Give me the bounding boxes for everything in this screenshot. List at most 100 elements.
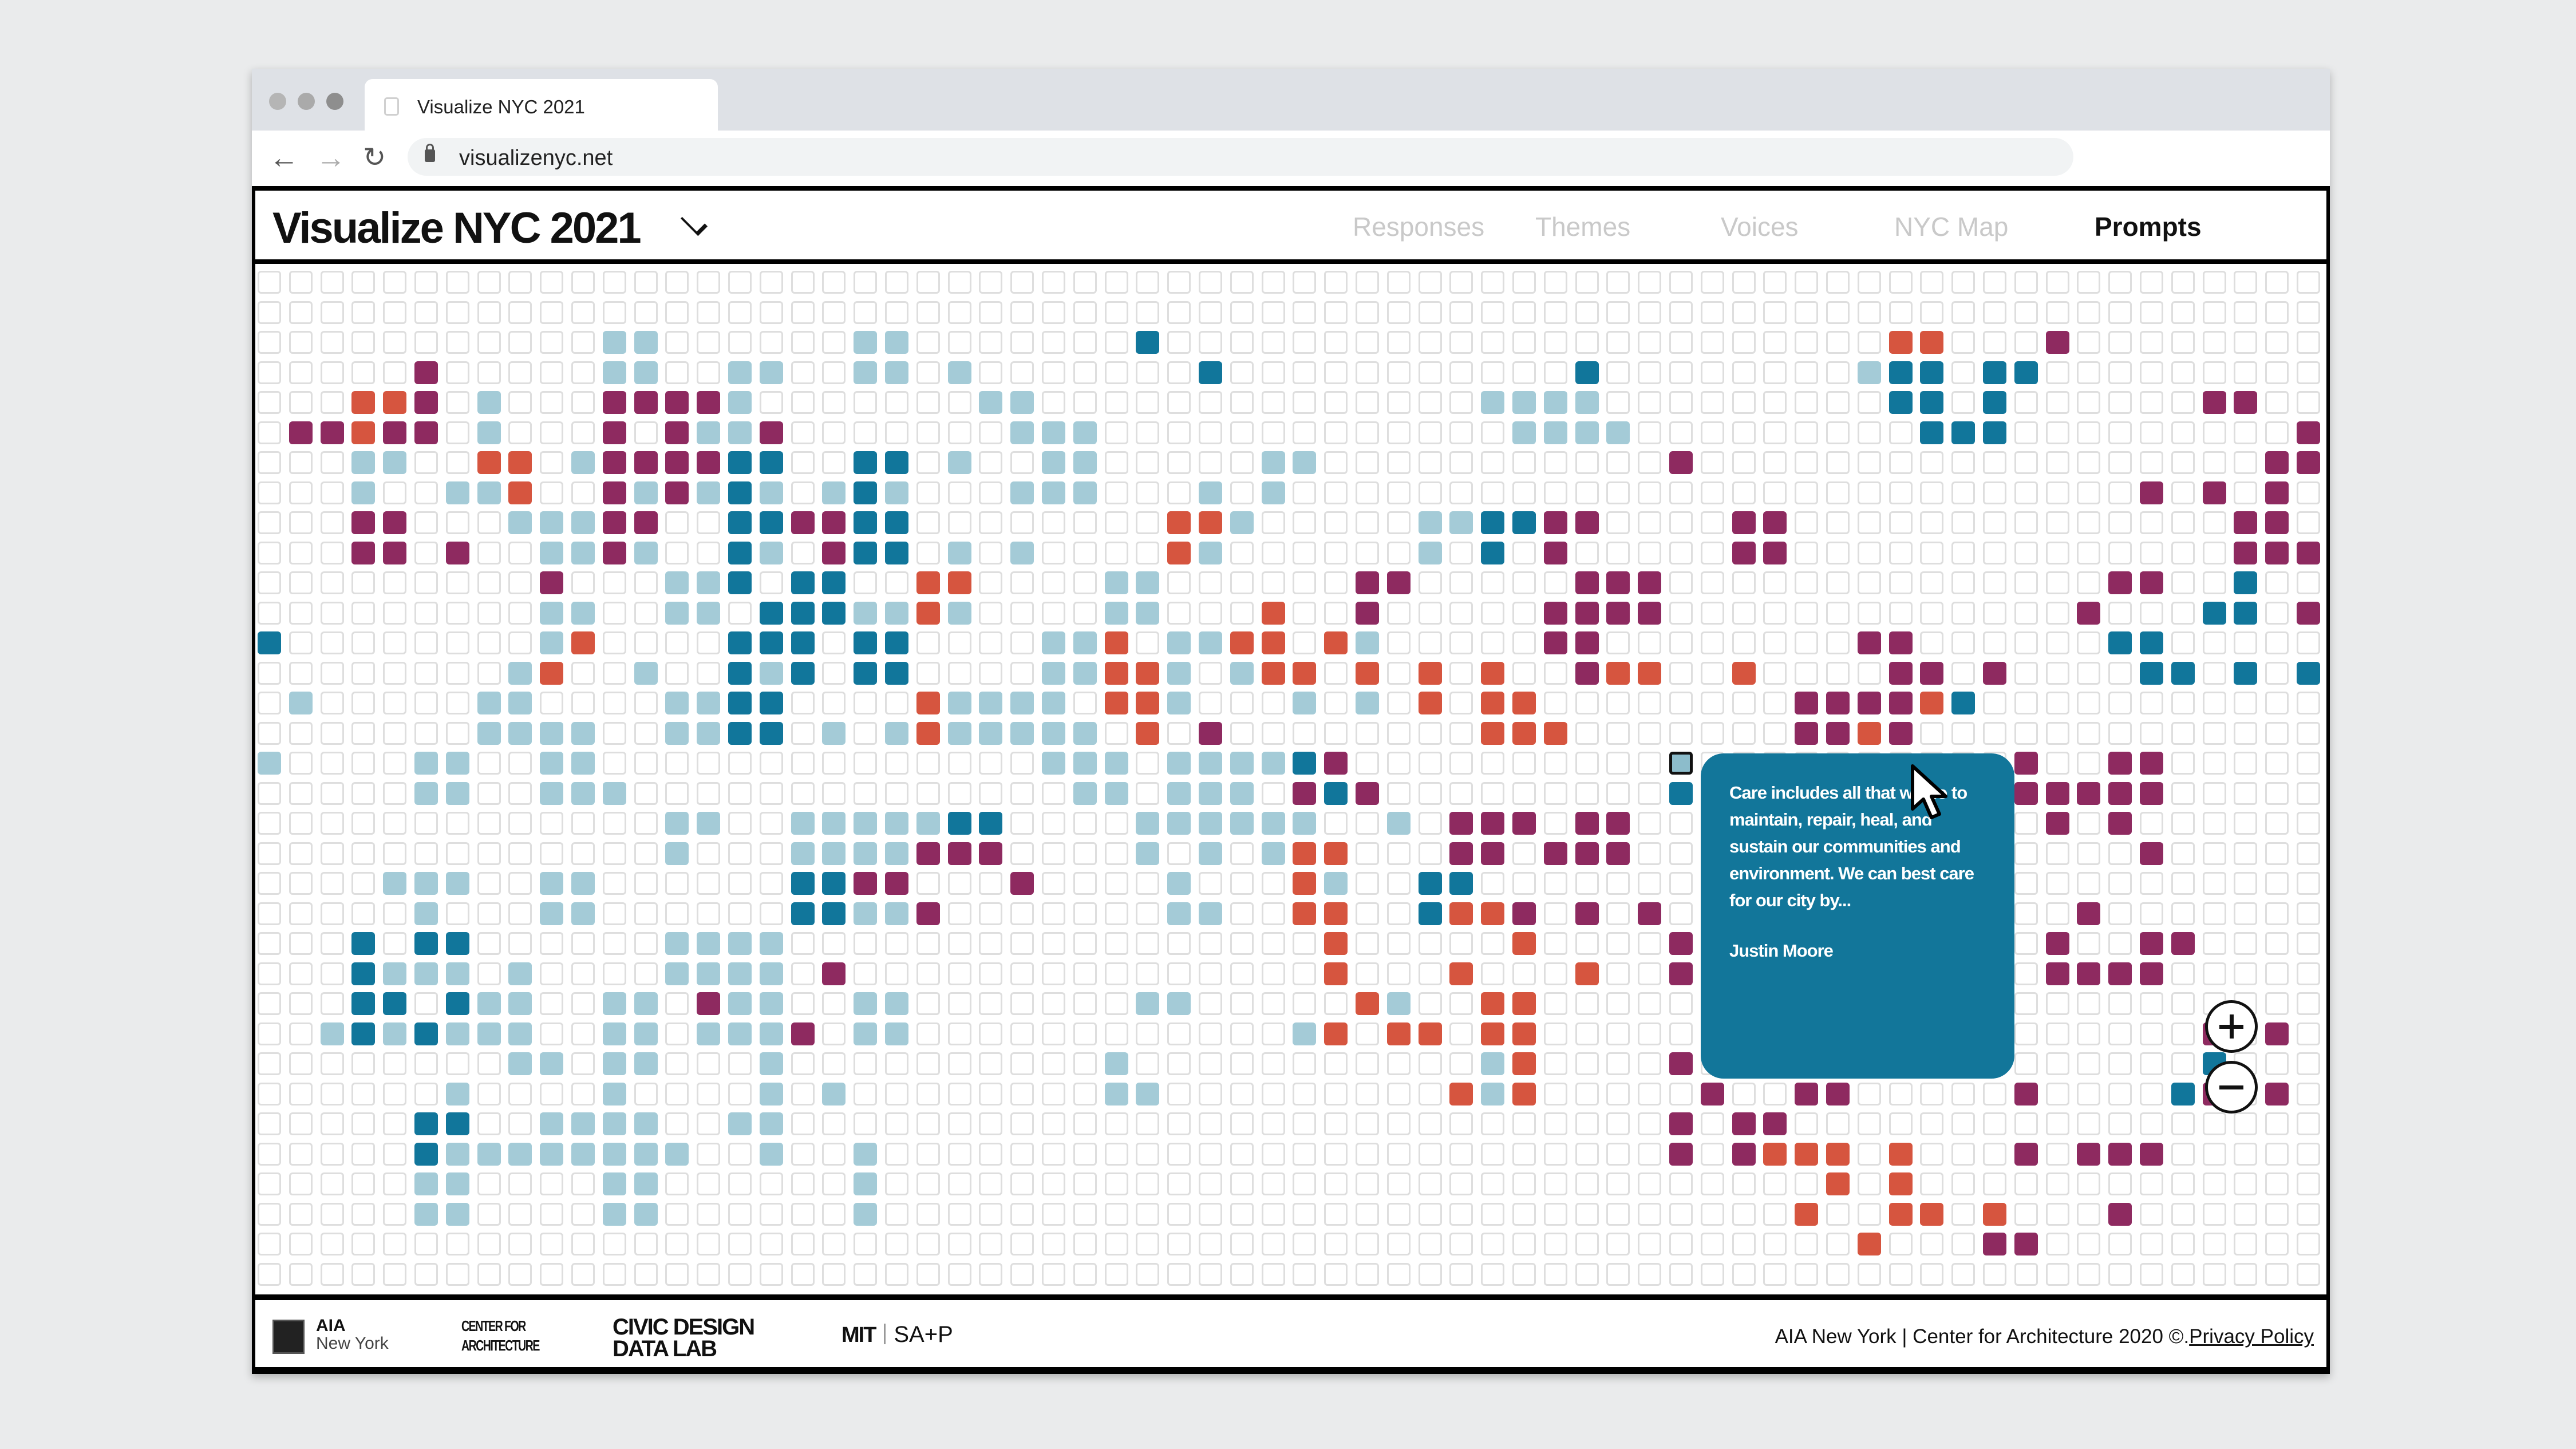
grid-cell-teal[interactable] <box>854 661 878 685</box>
grid-cell-light-blue[interactable] <box>1136 601 1160 625</box>
grid-cell-teal[interactable] <box>414 1022 438 1045</box>
grid-cell-purple[interactable] <box>1669 962 1693 985</box>
grid-cell-light-blue[interactable] <box>1104 1082 1128 1105</box>
mit-sap-logo[interactable]: MIT SA+P <box>841 1322 953 1348</box>
grid-cell-light-blue[interactable] <box>1230 511 1254 534</box>
grid-cell-purple[interactable] <box>1732 511 1756 534</box>
grid-cell-teal[interactable] <box>759 511 783 534</box>
grid-cell-purple[interactable] <box>2140 842 2163 865</box>
window-minimize-button[interactable] <box>298 93 315 110</box>
grid-cell-purple[interactable] <box>2265 1022 2289 1045</box>
nav-themes[interactable]: Themes <box>1535 212 1631 242</box>
grid-cell-light-blue[interactable] <box>602 1082 626 1105</box>
grid-cell-light-blue[interactable] <box>979 391 1003 414</box>
grid-cell-orange[interactable] <box>1104 631 1128 654</box>
grid-cell-light-blue[interactable] <box>508 1022 532 1045</box>
grid-cell-light-blue[interactable] <box>854 842 878 865</box>
grid-cell-light-blue[interactable] <box>822 481 846 504</box>
grid-cell-purple[interactable] <box>1575 661 1599 685</box>
grid-cell-light-blue[interactable] <box>1575 421 1599 444</box>
grid-cell-light-blue[interactable] <box>697 421 721 444</box>
grid-cell-purple[interactable] <box>1920 661 1944 685</box>
grid-cell-purple[interactable] <box>351 511 376 534</box>
grid-cell-teal[interactable] <box>854 451 878 474</box>
grid-cell-light-blue[interactable] <box>540 872 564 895</box>
grid-cell-purple[interactable] <box>2140 1142 2163 1166</box>
grid-cell-light-blue[interactable] <box>728 421 752 444</box>
grid-cell-purple[interactable] <box>1543 631 1567 654</box>
grid-cell-teal[interactable] <box>728 541 752 564</box>
site-title[interactable]: Visualize NYC 2021 <box>272 204 642 252</box>
grid-cell-teal[interactable] <box>885 451 908 474</box>
grid-cell-purple[interactable] <box>602 541 626 564</box>
grid-cell-purple[interactable] <box>2014 1142 2038 1166</box>
grid-cell-light-blue[interactable] <box>1167 752 1191 775</box>
grid-cell-purple[interactable] <box>1543 511 1567 534</box>
grid-cell-purple[interactable] <box>822 511 846 534</box>
grid-cell-purple[interactable] <box>2140 571 2163 594</box>
grid-cell-light-blue[interactable] <box>697 481 721 504</box>
grid-cell-purple[interactable] <box>634 391 658 414</box>
grid-cell-light-blue[interactable] <box>445 781 469 805</box>
grid-cell-teal[interactable] <box>445 992 469 1015</box>
window-maximize-button[interactable] <box>326 93 343 110</box>
grid-cell-purple[interactable] <box>414 391 438 414</box>
grid-cell-light-blue[interactable] <box>1073 451 1097 474</box>
grid-cell-light-blue[interactable] <box>445 962 469 985</box>
grid-cell-purple[interactable] <box>1888 631 1913 654</box>
grid-cell-teal[interactable] <box>1418 902 1442 925</box>
grid-cell-orange[interactable] <box>1104 692 1128 714</box>
grid-cell-orange[interactable] <box>1356 661 1379 685</box>
grid-cell-light-blue[interactable] <box>477 721 501 745</box>
grid-cell-light-blue[interactable] <box>759 1022 783 1045</box>
grid-cell-light-blue[interactable] <box>477 481 501 504</box>
grid-cell-purple[interactable] <box>1983 1233 2006 1255</box>
grid-cell-light-blue[interactable] <box>1543 391 1567 414</box>
grid-cell-purple[interactable] <box>289 421 313 444</box>
grid-cell-light-blue[interactable] <box>885 1022 908 1045</box>
grid-cell-purple[interactable] <box>2140 781 2163 805</box>
grid-cell-orange[interactable] <box>351 421 376 444</box>
grid-cell-teal[interactable] <box>728 692 752 714</box>
grid-cell-purple[interactable] <box>1606 601 1630 625</box>
grid-cell-light-blue[interactable] <box>571 902 595 925</box>
grid-cell-purple[interactable] <box>602 451 626 474</box>
grid-cell-purple[interactable] <box>947 842 971 865</box>
grid-cell-orange[interactable] <box>1512 1052 1536 1075</box>
grid-cell-light-blue[interactable] <box>916 812 940 835</box>
grid-cell-purple[interactable] <box>1606 842 1630 865</box>
grid-cell-orange[interactable] <box>1638 661 1662 685</box>
grid-cell-light-blue[interactable] <box>759 481 783 504</box>
grid-cell-teal[interactable] <box>822 571 846 594</box>
grid-cell-teal[interactable] <box>258 631 281 654</box>
grid-cell-light-blue[interactable] <box>508 962 532 985</box>
grid-cell-light-blue[interactable] <box>1261 842 1285 865</box>
grid-cell-orange[interactable] <box>1418 661 1442 685</box>
grid-cell-purple[interactable] <box>1543 601 1567 625</box>
grid-cell-light-blue[interactable] <box>947 721 971 745</box>
grid-cell-light-blue[interactable] <box>540 1142 564 1166</box>
grid-cell-orange[interactable] <box>477 451 501 474</box>
grid-cell-purple[interactable] <box>540 571 564 594</box>
grid-cell-light-blue[interactable] <box>822 842 846 865</box>
grid-cell-light-blue[interactable] <box>854 812 878 835</box>
grid-cell-light-blue[interactable] <box>477 421 501 444</box>
grid-cell-light-blue[interactable] <box>1324 872 1348 895</box>
grid-cell-purple[interactable] <box>1669 1142 1693 1166</box>
grid-cell-teal[interactable] <box>1920 421 1944 444</box>
grid-cell-orange[interactable] <box>1512 932 1536 955</box>
grid-cell-light-blue[interactable] <box>1167 631 1191 654</box>
grid-cell-light-blue[interactable] <box>885 331 908 354</box>
grid-cell-light-blue[interactable] <box>540 631 564 654</box>
grid-cell-light-blue[interactable] <box>1104 781 1128 805</box>
grid-cell-light-blue[interactable] <box>414 872 438 895</box>
grid-cell-teal[interactable] <box>1481 541 1505 564</box>
grid-cell-light-blue[interactable] <box>1356 692 1379 714</box>
grid-cell-light-blue[interactable] <box>1042 661 1065 685</box>
grid-cell-teal[interactable] <box>759 721 783 745</box>
grid-cell-light-blue[interactable] <box>665 812 689 835</box>
grid-cell-purple[interactable] <box>1543 842 1567 865</box>
grid-cell-teal[interactable] <box>351 932 376 955</box>
grid-cell-light-blue[interactable] <box>414 1202 438 1226</box>
grid-cell-light-blue[interactable] <box>728 391 752 414</box>
